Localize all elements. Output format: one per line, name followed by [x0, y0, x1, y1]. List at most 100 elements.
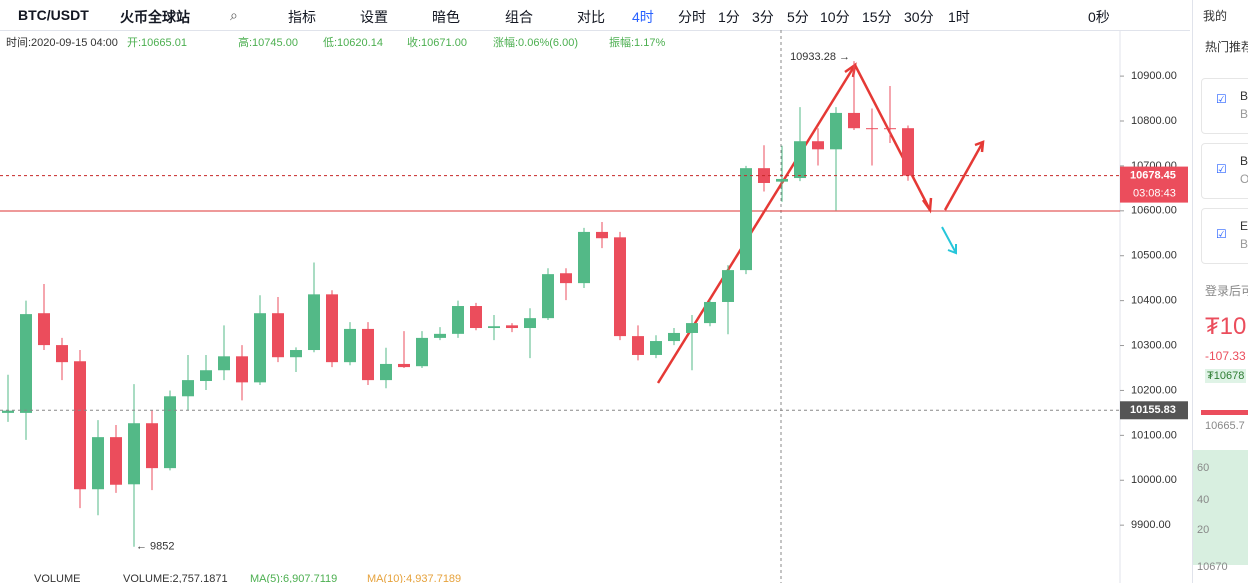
candle-body	[218, 356, 230, 371]
y-tick-label: 10300.00	[1131, 339, 1177, 351]
price: ₮10	[1205, 313, 1247, 340]
candle-body	[110, 437, 122, 485]
candle-body	[470, 306, 482, 329]
candle-body	[236, 356, 248, 383]
y-tick-label: 10600.00	[1131, 205, 1177, 217]
candle-body	[776, 178, 788, 182]
card[interactable]: ☑ E B	[1201, 208, 1248, 264]
interval[interactable]: 1时	[948, 9, 970, 25]
last-price-box	[1120, 166, 1188, 203]
volume-title: VOLUME	[34, 573, 80, 583]
candle-body	[2, 410, 14, 413]
candle-body	[596, 231, 608, 239]
ref-price-label: 10155.83	[1130, 404, 1176, 416]
candle-body	[434, 333, 446, 338]
y-tick-label: 9900.00	[1131, 519, 1171, 531]
candle-body	[164, 396, 176, 469]
last-price-label: 10678.45	[1130, 170, 1176, 182]
item-name: B	[1240, 154, 1248, 168]
candle-body	[722, 270, 734, 302]
interval[interactable]: 分时	[678, 9, 706, 25]
candle-body	[146, 423, 158, 469]
info: 时间:2020-09-15 04:00	[6, 36, 118, 49]
tool[interactable]: 对比	[577, 9, 605, 25]
candle-body	[740, 168, 752, 271]
candle-body	[848, 112, 860, 129]
tool[interactable]: 暗色	[432, 9, 460, 25]
candle-body	[650, 341, 662, 355]
interval[interactable]: 10分	[820, 9, 850, 25]
candle-body	[344, 328, 356, 363]
candle-body	[560, 273, 572, 284]
item-sub: B	[1240, 107, 1248, 121]
interval[interactable]: 5分	[787, 9, 809, 25]
candle-body	[182, 380, 194, 397]
item-name: E	[1240, 219, 1248, 233]
mini-chart	[1193, 450, 1248, 565]
candle-body	[326, 294, 338, 363]
y-tick-label: 10000.00	[1131, 474, 1177, 486]
candle-body	[632, 336, 644, 355]
countdown: 03:08:43	[1133, 188, 1176, 200]
candle-body	[614, 237, 626, 337]
candle-body	[92, 437, 104, 490]
card[interactable]: ☑ B B	[1201, 78, 1248, 134]
change: -107.33	[1205, 349, 1246, 363]
candle-body	[668, 332, 680, 342]
exchange: 火币全球站	[120, 9, 190, 25]
symbol[interactable]: BTC/USDT	[18, 7, 89, 23]
candle-body	[866, 128, 878, 130]
y-tick-label: 10800.00	[1131, 115, 1177, 127]
active-interval[interactable]: 4时	[632, 9, 654, 25]
high-label: 10933.28 →	[790, 51, 850, 63]
mini-tick: 10670	[1197, 561, 1228, 573]
info: 低:10620.14	[323, 36, 383, 49]
y-tick-label: 10200.00	[1131, 384, 1177, 396]
candle-body	[290, 350, 302, 358]
badge: ₮10678	[1205, 369, 1247, 383]
candle-body	[794, 141, 806, 179]
candle-body	[20, 314, 32, 413]
candle-body	[902, 128, 914, 176]
candle-body	[524, 318, 536, 329]
mini-tick: 20	[1197, 524, 1210, 536]
range-bar	[1201, 410, 1248, 415]
low-label: ← 9852	[136, 541, 175, 553]
drawn-arrow	[941, 226, 957, 255]
candle-body	[74, 361, 86, 490]
tool[interactable]: 组合	[505, 9, 533, 25]
item-sub: O	[1240, 172, 1248, 186]
candle-body	[506, 325, 518, 329]
login-hint: 登录后可	[1205, 284, 1248, 298]
info: 开:10665.01	[127, 37, 187, 49]
candle-body	[362, 328, 374, 381]
interval[interactable]: 30分	[904, 9, 934, 25]
candle-body	[308, 294, 320, 351]
volume-ma: MA(10):4,937.7189	[367, 573, 461, 583]
interval[interactable]: 1分	[718, 9, 740, 25]
search-icon[interactable]: ⌕	[230, 7, 238, 23]
item-name: B	[1240, 89, 1248, 103]
candle-body	[830, 112, 842, 150]
y-tick-label: 10400.00	[1131, 295, 1177, 307]
mini-tick: 60	[1197, 462, 1210, 474]
candle-body	[128, 423, 140, 485]
pin-label: 10665.7	[1205, 420, 1245, 432]
y-tick-label: 10900.00	[1131, 70, 1177, 82]
candle-body	[56, 345, 68, 363]
candle-body	[578, 231, 590, 284]
candle-body	[272, 313, 284, 358]
chart: 时间:2020-09-15 04:00 开:10665.01 高:10745.0…	[0, 30, 1188, 583]
info: 高:10745.00	[238, 35, 298, 49]
y-tick-label: 10100.00	[1131, 429, 1177, 441]
candle-body	[398, 363, 410, 368]
interval[interactable]: 15分	[862, 9, 892, 25]
item-sub: B	[1240, 237, 1248, 251]
candle-body	[884, 128, 896, 130]
toolbar: BTC/USDT 火币全球站 ⌕ 指标 设置 暗色 组合 对比 4时 分时 1分…	[0, 0, 1190, 31]
mini-tick: 40	[1197, 494, 1210, 506]
tool[interactable]: 指标	[288, 9, 316, 25]
tool[interactable]: 设置	[360, 9, 388, 25]
interval[interactable]: 3分	[752, 9, 774, 25]
card[interactable]: ☑BO	[1201, 143, 1248, 199]
